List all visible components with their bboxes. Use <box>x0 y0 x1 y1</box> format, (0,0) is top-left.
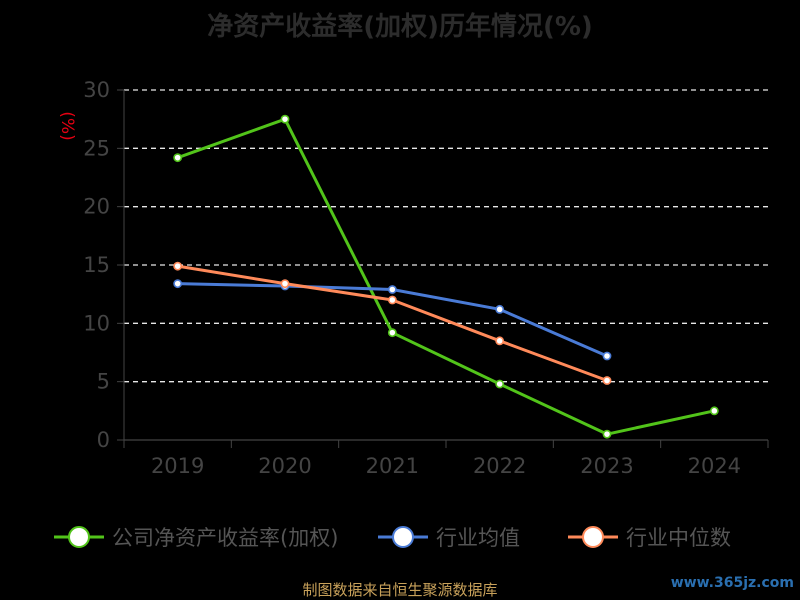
data-point-0 <box>495 379 505 389</box>
series-line-0 <box>177 117 715 436</box>
y-tick-label: 5 <box>97 370 110 394</box>
legend-marker <box>582 526 604 548</box>
data-point-0 <box>602 429 612 439</box>
legend-marker <box>68 526 90 548</box>
series-line-1 <box>177 282 608 358</box>
y-tick-label: 30 <box>83 78 110 102</box>
data-point-0 <box>709 406 719 416</box>
source-footer: 制图数据来自恒生聚源数据库 <box>302 581 498 599</box>
x-tick-label: 2021 <box>366 454 419 478</box>
data-point-1 <box>387 285 397 294</box>
y-axis-unit: (%) <box>57 111 77 140</box>
x-tick-label: 2020 <box>258 454 311 478</box>
data-point-2 <box>602 376 612 385</box>
y-tick-label: 20 <box>83 195 110 219</box>
data-point-2 <box>495 336 505 346</box>
data-point-2 <box>280 279 290 289</box>
data-point-1 <box>173 279 183 289</box>
watermark: www.365jz.com <box>670 575 794 591</box>
data-point-0 <box>173 153 183 163</box>
legend-label: 公司净资产收益率(加权) <box>112 526 338 550</box>
data-point-2 <box>173 261 183 271</box>
x-tick-label: 2023 <box>580 454 633 478</box>
data-point-2 <box>387 295 397 305</box>
data-point-0 <box>387 328 397 338</box>
y-tick-label: 0 <box>97 428 110 452</box>
y-tick-label: 25 <box>83 136 110 160</box>
x-tick-label: 2019 <box>151 454 204 478</box>
legend-marker <box>392 526 414 548</box>
chart-title: 净资产收益率(加权)历年情况(%) <box>207 12 593 42</box>
x-tick-label: 2022 <box>473 454 526 478</box>
data-point-1 <box>495 304 505 314</box>
legend-label: 行业中位数 <box>626 526 731 550</box>
x-tick-label: 2024 <box>688 454 741 478</box>
y-tick-label: 10 <box>83 311 110 335</box>
data-point-1 <box>602 351 612 361</box>
y-tick-label: 15 <box>83 253 110 277</box>
legend-label: 行业均值 <box>436 526 520 550</box>
data-point-0 <box>280 114 290 124</box>
